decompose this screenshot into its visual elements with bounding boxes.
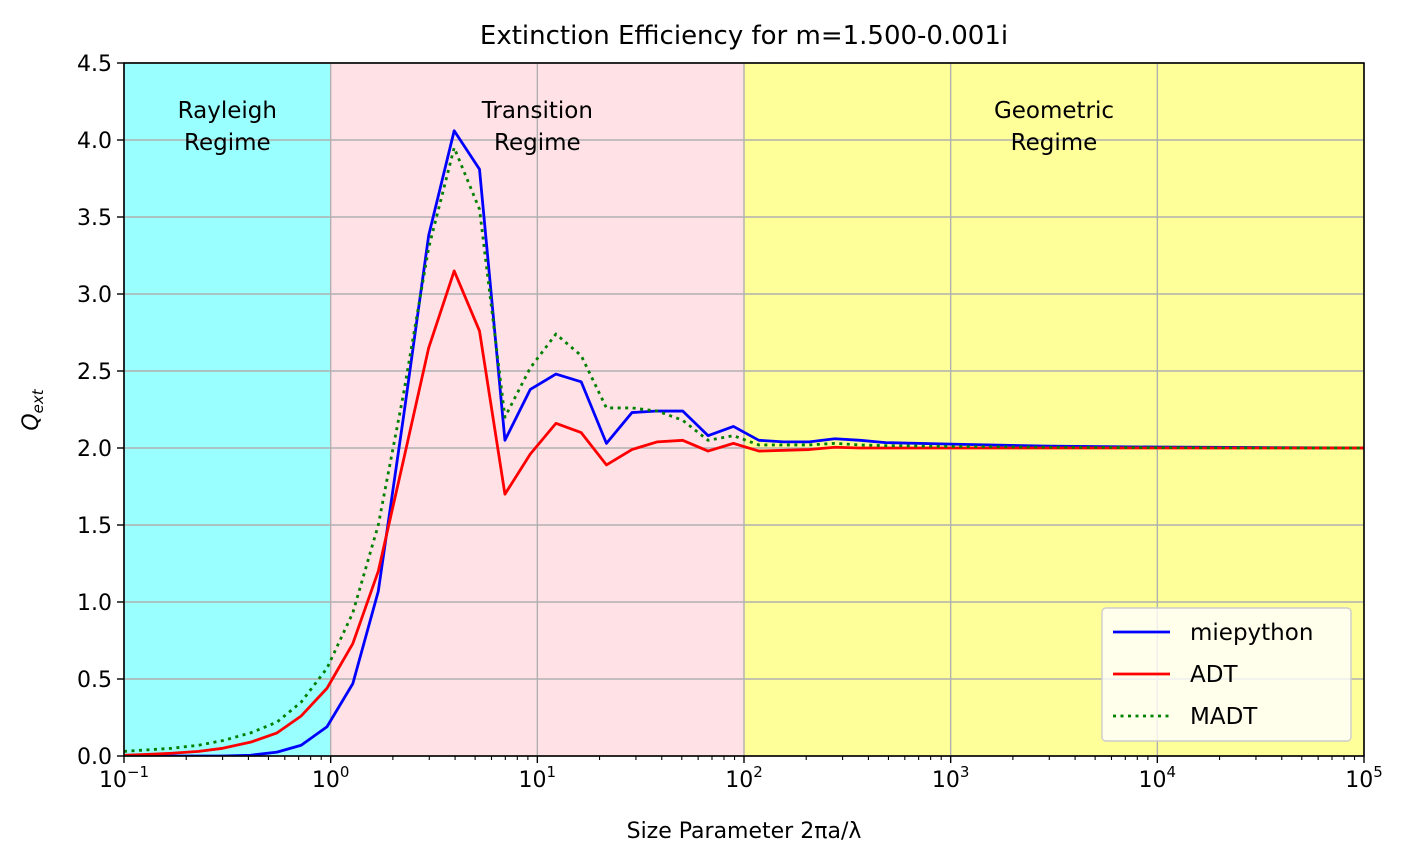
legend: miepython ADT MADT — [1101, 607, 1352, 742]
x-tick-label-1: 100 — [312, 763, 350, 793]
x-tick-exp-6: 5 — [1373, 763, 1383, 781]
x-tick-base-1: 10 — [312, 768, 340, 793]
y-tick-label-7: 3.5 — [77, 206, 112, 231]
series-line-adt — [124, 269, 1364, 756]
series-line-miepython — [124, 129, 1364, 756]
x-tick-label-2: 101 — [519, 763, 557, 793]
y-tick-label-5: 2.5 — [77, 360, 112, 385]
x-tick-exp-0: −1 — [127, 763, 149, 781]
legend-label-miepython: miepython — [1190, 620, 1313, 646]
x-tick-exp-5: 4 — [1167, 763, 1177, 781]
x-tick-label-5: 104 — [1139, 763, 1177, 793]
y-tick-label-9: 4.5 — [77, 52, 112, 77]
x-tick-exp-3: 2 — [753, 763, 763, 781]
region-label-line2-0: Regime — [184, 130, 271, 156]
y-tick-label-1: 0.5 — [77, 668, 112, 693]
region-label-line2-2: Regime — [1011, 130, 1098, 156]
y-tick-label-4: 2.0 — [77, 437, 112, 462]
legend-label-adt: ADT — [1190, 662, 1238, 688]
x-tick-label-6: 105 — [1345, 763, 1383, 793]
legend-label-madt: MADT — [1190, 704, 1258, 730]
series-layer — [124, 129, 1364, 756]
x-tick-base-5: 10 — [1139, 768, 1167, 793]
y-tick-label-3: 1.5 — [77, 514, 112, 539]
x-tick-label-0: 10−1 — [99, 763, 149, 793]
region-label-line1-0: Rayleigh — [178, 98, 277, 124]
y-tick-label-8: 4.0 — [77, 129, 112, 154]
x-tick-exp-4: 3 — [960, 763, 970, 781]
x-tick-exp-2: 1 — [547, 763, 557, 781]
ticks-layer: 10−1 100 101 102 103 104 1050.00.51.01.52.02.5… — [77, 52, 1383, 793]
x-tick-base-6: 10 — [1345, 768, 1373, 793]
x-tick-base-4: 10 — [932, 768, 960, 793]
x-axis-label: Size Parameter 2πa/λ — [627, 819, 862, 844]
x-tick-label-4: 103 — [932, 763, 970, 793]
x-tick-base-0: 10 — [99, 768, 127, 793]
chart-title: Extinction Efficiency for m=1.500-0.001i — [480, 21, 1008, 51]
x-tick-base-2: 10 — [519, 768, 547, 793]
x-tick-exp-1: 0 — [340, 763, 350, 781]
y-tick-label-6: 3.0 — [77, 283, 112, 308]
region-label-line2-1: Regime — [494, 130, 581, 156]
grid-layer — [123, 62, 1365, 757]
region-labels-layer: Rayleigh Regime Transition Regime Geometric R… — [178, 98, 1114, 156]
x-tick-base-3: 10 — [725, 768, 753, 793]
y-axis-label: Qext — [19, 388, 47, 430]
legend-box — [1101, 607, 1352, 742]
region-band-0 — [124, 63, 331, 756]
region-label-line1-1: Transition — [481, 98, 593, 124]
x-tick-label-3: 102 — [725, 763, 763, 793]
y-tick-label-0: 0.0 — [77, 745, 112, 770]
region-label-line1-2: Geometric — [994, 98, 1114, 124]
y-tick-label-2: 1.0 — [77, 591, 112, 616]
series-line-madt — [124, 146, 1364, 753]
